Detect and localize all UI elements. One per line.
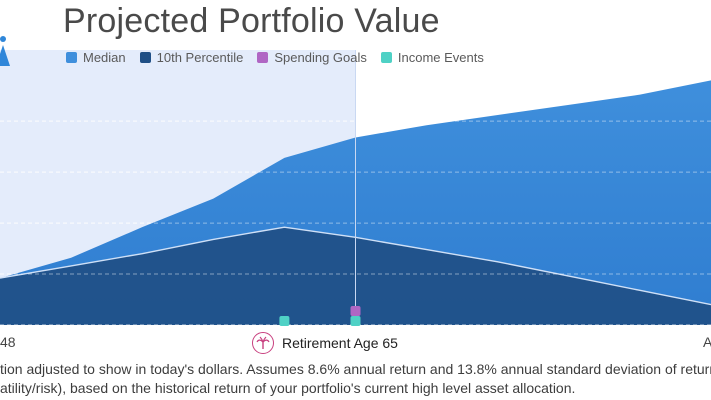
page-title: Projected Portfolio Value — [63, 2, 440, 40]
legend-label: Income Events — [397, 50, 484, 65]
legend-swatch — [139, 52, 151, 63]
retirement-marker[interactable]: Retirement Age 65 — [252, 332, 398, 354]
x-axis-end-label: A — [703, 334, 711, 350]
income-event-marker — [350, 316, 361, 326]
legend-swatch — [380, 52, 392, 63]
legend-label: 10th Percentile — [156, 50, 244, 65]
legend-label: Spending Goals — [274, 50, 367, 65]
portfolio-chart — [0, 50, 711, 326]
retirement-label: Retirement Age 65 — [282, 335, 398, 351]
footnote-line-1: tion adjusted to show in today's dollars… — [0, 361, 711, 377]
palm-tree-icon — [252, 332, 274, 354]
legend-swatch — [66, 52, 77, 63]
legend-item-10th-percentile[interactable]: 10th Percentile — [139, 50, 244, 65]
logo-icon — [0, 36, 10, 66]
legend-item-spending-goals[interactable]: Spending Goals — [257, 50, 367, 65]
chart-legend: Median 10th Percentile Spending Goals In… — [66, 50, 484, 65]
legend-label: Median — [83, 50, 126, 65]
legend-item-median[interactable]: Median — [66, 50, 126, 65]
spending-goal-marker — [350, 306, 361, 316]
legend-item-income-events[interactable]: Income Events — [380, 50, 484, 65]
footnote-line-2: atility/risk), based on the historical r… — [0, 380, 576, 396]
assumptions-footnote: tion adjusted to show in today's dollars… — [0, 360, 711, 398]
income-event-marker — [279, 316, 290, 326]
x-axis-start-label: 48 — [0, 334, 16, 350]
legend-swatch — [257, 52, 269, 63]
